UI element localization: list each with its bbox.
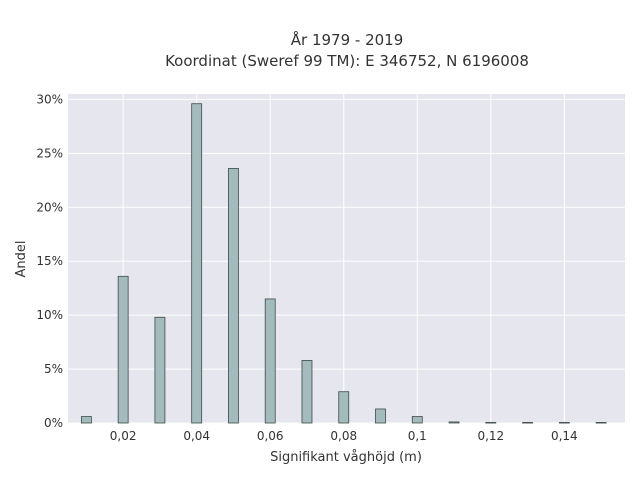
histogram-bar	[117, 275, 129, 424]
histogram-bar	[191, 103, 203, 424]
x-tick-label: 0,06	[257, 429, 284, 443]
y-tick-label: 15%	[36, 254, 63, 268]
y-axis-label: Andel	[14, 241, 29, 278]
y-tick-label: 5%	[44, 362, 63, 376]
histogram-bar	[448, 421, 460, 424]
histogram-bar	[375, 408, 386, 424]
histogram-bar	[228, 168, 239, 424]
x-tick-label: 0,1	[408, 429, 427, 443]
y-tick-label: 30%	[36, 92, 63, 106]
histogram-bar	[338, 391, 350, 424]
histogram-bar	[558, 422, 570, 424]
plot-area	[68, 94, 625, 423]
histogram-bar	[411, 416, 423, 424]
y-tick-label: 0%	[44, 416, 63, 430]
chart-title-line-2: Koordinat (Sweref 99 TM): E 346752, N 61…	[165, 52, 529, 70]
grid-lines	[68, 94, 625, 424]
histogram-bar	[154, 316, 166, 424]
x-tick-label: 0,02	[110, 429, 137, 443]
x-tick-label: 0,08	[330, 429, 357, 443]
histogram-bar	[522, 422, 533, 424]
y-tick-label: 20%	[36, 200, 63, 214]
histogram-bar	[264, 298, 276, 424]
histogram-bar	[80, 416, 92, 424]
x-axis-label: Signifikant våghöjd (m)	[270, 450, 422, 465]
y-tick-label: 25%	[36, 146, 63, 160]
x-tick-label: 0,14	[551, 429, 578, 443]
y-tick-label: 10%	[36, 308, 63, 322]
histogram-bar	[595, 422, 607, 424]
chart-title-line-1: År 1979 - 2019	[291, 30, 404, 49]
bars	[80, 103, 607, 424]
histogram-bar	[301, 360, 313, 424]
x-tick-label: 0,04	[183, 429, 210, 443]
x-tick-label: 0,12	[477, 429, 504, 443]
tick-labels: 0,02 0,04 0,06 0,08 0,1 0,12 0,14 0% 5% 10% 15% 20%…	[36, 92, 577, 443]
histogram-bar	[485, 422, 497, 424]
